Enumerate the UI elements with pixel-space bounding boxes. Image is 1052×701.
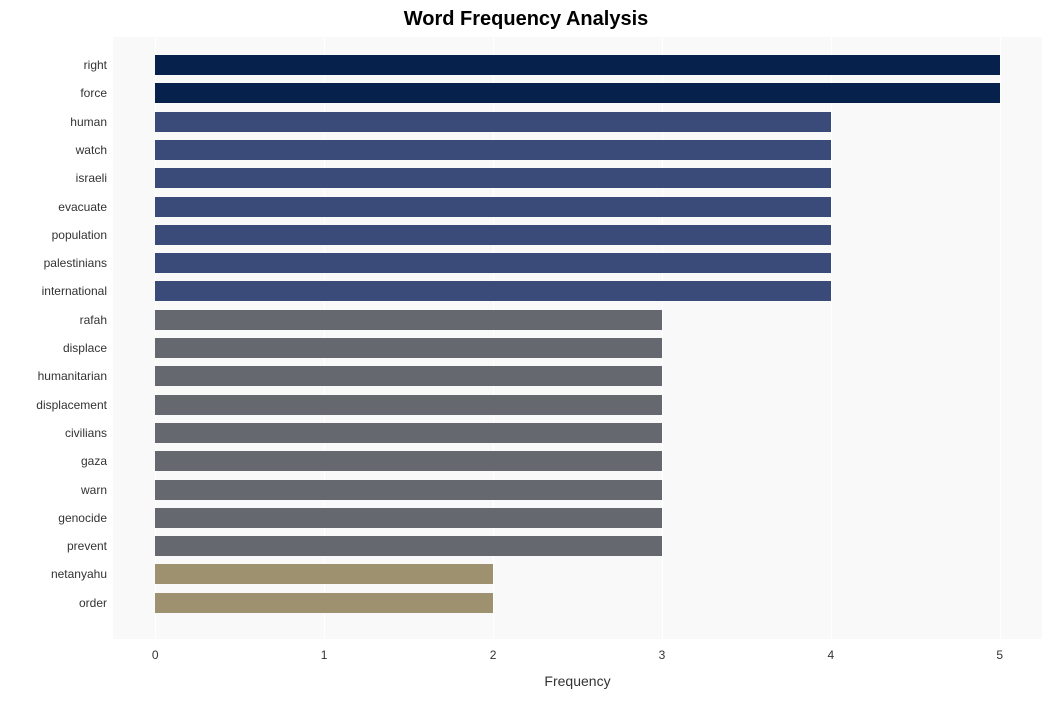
- y-tick-label: evacuate: [58, 200, 107, 214]
- y-tick-label: humanitarian: [38, 369, 107, 383]
- bar: [155, 338, 662, 358]
- y-tick-label: prevent: [67, 539, 107, 553]
- plot-area: rightforcehumanwatchisraelievacuatepopul…: [113, 37, 1042, 639]
- y-tick-label: gaza: [81, 454, 107, 468]
- bar: [155, 83, 1000, 103]
- bar: [155, 197, 831, 217]
- y-tick-label: force: [80, 86, 107, 100]
- bar: [155, 564, 493, 584]
- x-gridline: [1000, 37, 1001, 639]
- x-gridline: [831, 37, 832, 639]
- y-tick-label: palestinians: [44, 256, 107, 270]
- y-tick-label: population: [52, 228, 107, 242]
- y-tick-label: displace: [63, 341, 107, 355]
- bar: [155, 112, 831, 132]
- bar: [155, 140, 831, 160]
- bar: [155, 281, 831, 301]
- x-tick-label: 1: [321, 648, 328, 662]
- y-tick-label: displacement: [36, 398, 107, 412]
- y-tick-label: watch: [76, 143, 107, 157]
- y-tick-label: right: [84, 58, 107, 72]
- bar: [155, 593, 493, 613]
- x-tick-label: 5: [996, 648, 1003, 662]
- bar: [155, 168, 831, 188]
- bar: [155, 55, 1000, 75]
- x-axis-title: Frequency: [113, 673, 1042, 689]
- bar: [155, 253, 831, 273]
- bar: [155, 423, 662, 443]
- bar: [155, 508, 662, 528]
- bar: [155, 536, 662, 556]
- chart-container: Word Frequency Analysis rightforcehumanw…: [0, 0, 1052, 701]
- y-tick-label: warn: [81, 483, 107, 497]
- y-tick-label: order: [79, 596, 107, 610]
- x-tick-label: 4: [828, 648, 835, 662]
- bar: [155, 395, 662, 415]
- y-tick-label: genocide: [58, 511, 107, 525]
- x-tick-label: 3: [659, 648, 666, 662]
- bar: [155, 310, 662, 330]
- bar: [155, 225, 831, 245]
- y-tick-label: civilians: [65, 426, 107, 440]
- y-tick-label: netanyahu: [51, 567, 107, 581]
- chart-title: Word Frequency Analysis: [0, 8, 1052, 31]
- x-tick-label: 2: [490, 648, 497, 662]
- bar: [155, 366, 662, 386]
- bar: [155, 451, 662, 471]
- y-tick-label: israeli: [76, 171, 107, 185]
- x-tick-label: 0: [152, 648, 159, 662]
- y-tick-label: human: [70, 115, 107, 129]
- bar: [155, 480, 662, 500]
- y-tick-label: rafah: [80, 313, 107, 327]
- y-tick-label: international: [42, 284, 107, 298]
